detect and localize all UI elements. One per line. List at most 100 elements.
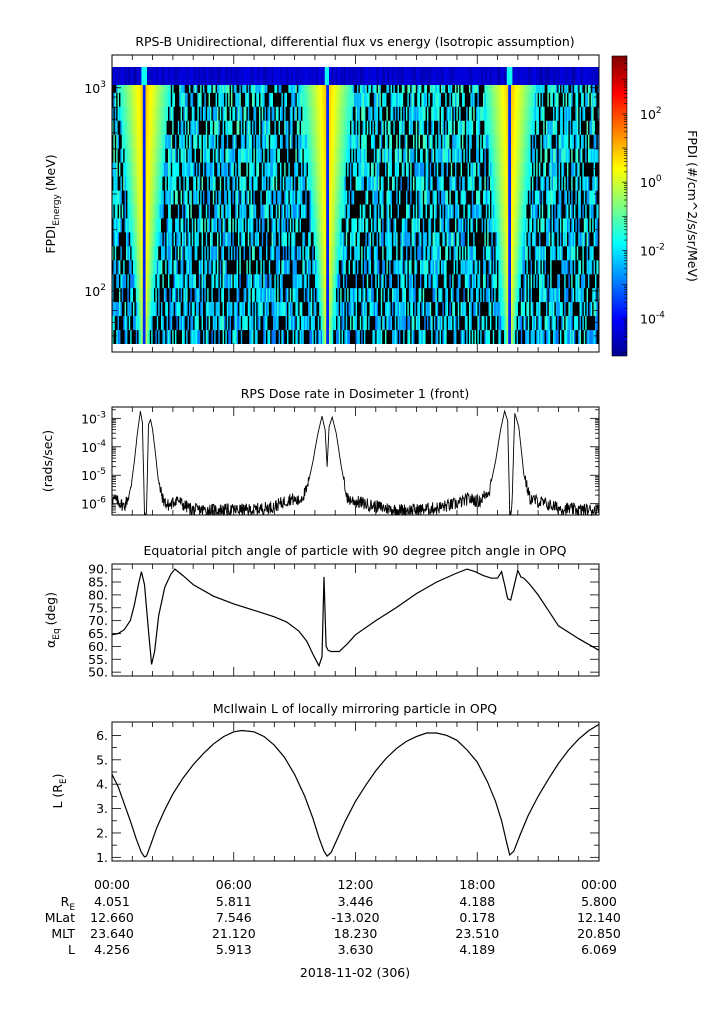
spectrogram-cell (287, 190, 289, 205)
spectrogram-cell (344, 218, 347, 233)
spectrogram-cell (200, 260, 202, 275)
spectrogram-cell (385, 218, 387, 233)
spectrogram-cell (446, 246, 449, 261)
spectrogram-cell (169, 148, 172, 163)
spectrogram-cell (312, 246, 314, 261)
spectrogram-cell (372, 134, 375, 150)
spectrogram-cell (428, 190, 431, 205)
spectrogram-cell (511, 162, 513, 177)
spectrogram-cell (175, 232, 177, 247)
spectrogram-cell (492, 176, 495, 191)
spectrogram-cell (326, 148, 328, 163)
spectrogram-cell (277, 79, 279, 94)
spectrogram-cell (170, 79, 173, 94)
spectrogram-cell (427, 204, 429, 219)
spectrogram-cell (590, 176, 593, 191)
spectrogram-cell (205, 260, 208, 275)
spectrogram-cell (211, 92, 214, 108)
spectrogram-cell (215, 162, 218, 177)
spectrogram-cell (498, 246, 501, 261)
spectrogram-cell (361, 190, 363, 205)
spectrogram-cell (198, 232, 201, 247)
spectrogram-cell (504, 176, 506, 191)
spectrogram-cell (415, 106, 418, 122)
spectrogram-cell (502, 134, 505, 150)
spectrogram-cell (281, 260, 284, 275)
spectrogram-cell (442, 134, 445, 150)
spectrogram-cell (112, 120, 114, 136)
spectrogram-cell (432, 148, 435, 163)
spectrogram-cell (481, 204, 484, 219)
spectrogram-cell (539, 120, 541, 136)
spectrogram-cell (197, 148, 200, 163)
spectrogram-cell (554, 92, 557, 108)
spectrogram-cell (182, 260, 184, 275)
spectrogram-cell (460, 204, 463, 219)
spectrogram-cell (502, 162, 505, 177)
spectrogram-cell (351, 148, 354, 163)
spectrogram-cell (253, 134, 256, 150)
spectrogram-cell (221, 162, 223, 177)
spectrogram-cell (142, 218, 145, 233)
spectrogram-cell (564, 162, 566, 177)
spectrogram-cell (483, 134, 485, 150)
spectrogram-cell (366, 218, 369, 233)
spectrogram-cell (114, 134, 117, 150)
spectrogram-cell (389, 106, 391, 122)
spectrogram-cell (228, 176, 230, 191)
spectrogram-cell (119, 134, 121, 150)
spectrogram-cell (176, 148, 179, 163)
spectrogram-cell (299, 79, 302, 94)
spectrogram-cell (158, 190, 160, 205)
spectrogram-cell (527, 232, 530, 247)
spectrogram-cell (593, 134, 596, 150)
spectrogram-cell (392, 204, 394, 219)
spectrogram-cell (211, 232, 214, 247)
spectrogram-cell (463, 120, 466, 136)
spectrogram-cell (441, 190, 443, 205)
spectrogram-cell (226, 246, 229, 261)
spectrogram-cell (529, 106, 531, 122)
spectrogram-cell (555, 120, 558, 136)
spectrogram-cell (415, 246, 418, 261)
spectrogram-cell (225, 218, 228, 233)
spectrogram-cell (207, 246, 209, 261)
spectrogram-cell (158, 260, 160, 275)
spectrogram-cell (238, 176, 240, 191)
spectrogram-cell (326, 218, 328, 233)
spectrogram-cell (420, 218, 422, 233)
spectrogram-cell (232, 106, 235, 122)
spectrogram-cell (273, 106, 275, 122)
spectrogram-cell (137, 260, 139, 275)
spectrogram-cell (396, 246, 398, 261)
spectrogram-cell (569, 92, 572, 108)
spectrogram-cell (142, 260, 145, 275)
spectrogram-cell (565, 176, 568, 191)
spectrogram-cell (201, 204, 204, 219)
spectrogram-cell (193, 204, 195, 219)
spectrogram-cell (544, 204, 547, 219)
spectrogram-cell (431, 106, 433, 122)
spectrogram-cell (425, 120, 428, 136)
spectrogram-cell (331, 162, 334, 177)
spectrogram-cell (450, 134, 453, 150)
spectrogram-cell (578, 92, 580, 108)
spectrogram-cell (547, 120, 550, 136)
spectrogram-cell (254, 162, 257, 177)
spectrogram-cell (254, 190, 257, 205)
spectrogram-cell (264, 162, 267, 177)
spectrogram-cell (590, 190, 593, 205)
spectrogram-cell (411, 190, 414, 205)
spectrogram-cell (501, 120, 503, 136)
spectrogram-cell (404, 79, 407, 94)
spectrogram-cell (442, 79, 445, 94)
spectrogram-cell (172, 260, 174, 275)
spectrogram-cell (380, 176, 383, 191)
spectrogram-cell (180, 190, 183, 205)
spectrogram-cell (292, 162, 295, 177)
spectrogram-cell (197, 246, 200, 261)
spectrogram-cell (133, 92, 135, 108)
spectrogram-cell (315, 190, 317, 205)
spectrogram-cell (586, 246, 589, 261)
spectrogram-cell (203, 246, 205, 261)
